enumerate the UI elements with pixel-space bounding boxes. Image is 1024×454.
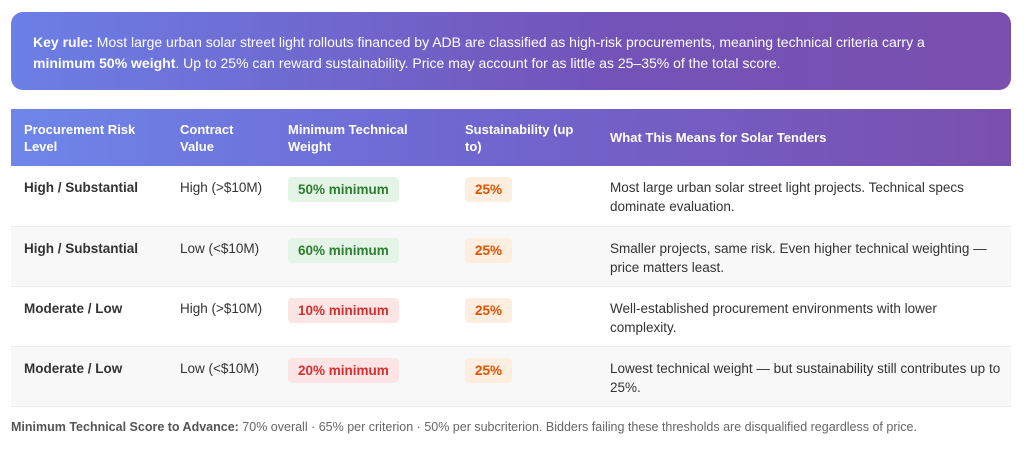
header-meaning: What This Means for Solar Tenders bbox=[610, 130, 827, 145]
callout-emphasis: minimum 50% weight bbox=[33, 55, 176, 71]
sustainability-badge: 25% bbox=[465, 357, 513, 383]
risk-level-cell: High / Substantial bbox=[11, 166, 167, 227]
contract-value-cell: Low (<$10M) bbox=[167, 346, 275, 407]
contract-value-cell: High (>$10M) bbox=[167, 286, 275, 347]
sustainability-badge: 25% bbox=[465, 237, 513, 263]
technical-weight-badge: 50% minimum bbox=[288, 177, 399, 202]
sustainability-cell: 25% bbox=[452, 286, 597, 347]
sustainability-cell: 25% bbox=[452, 226, 597, 287]
table-row: Moderate / Low High (>$10M) 10% minimum … bbox=[11, 286, 1011, 347]
risk-level-cell: Moderate / Low bbox=[11, 286, 167, 347]
meaning-cell: Smaller projects, same risk. Even higher… bbox=[597, 226, 1011, 287]
technical-weight-badge: 10% minimum bbox=[288, 297, 399, 323]
sustainability-badge: 25% bbox=[465, 177, 513, 202]
contract-value-cell: High (>$10M) bbox=[167, 166, 275, 227]
meaning-cell: Most large urban solar street light proj… bbox=[597, 166, 1011, 227]
technical-weight-cell: 20% minimum bbox=[275, 346, 452, 407]
callout-text-part2: . Up to 25% can reward sustainability. P… bbox=[175, 55, 781, 71]
footnote-label: Minimum Technical Score to Advance: bbox=[11, 420, 239, 434]
header-contract-value: Contract Value bbox=[180, 121, 234, 154]
table-row: High / Substantial High (>$10M) 50% mini… bbox=[11, 166, 1011, 227]
callout-lead: Key rule: bbox=[33, 34, 93, 50]
footnote-text: 70% overall · 65% per criterion · 50% pe… bbox=[238, 420, 917, 434]
table-row: Moderate / Low Low (<$10M) 20% minimum 2… bbox=[11, 346, 1011, 407]
risk-level-cell: High / Substantial bbox=[11, 226, 167, 287]
contract-value-cell: Low (<$10M) bbox=[167, 226, 275, 287]
header-sustainability: Sustainability (up to) bbox=[465, 121, 574, 154]
callout-text-part1: Most large urban solar street light roll… bbox=[92, 34, 925, 50]
header-min-technical-weight: Minimum Technical Weight bbox=[288, 121, 408, 154]
sustainability-badge: 25% bbox=[465, 297, 513, 323]
key-rule-callout: Key rule: Most large urban solar street … bbox=[11, 12, 1011, 90]
technical-weight-cell: 60% minimum bbox=[275, 226, 452, 287]
procurement-weight-table: Procurement Risk Level Contract Value Mi… bbox=[11, 109, 1011, 407]
table-row: High / Substantial Low (<$10M) 60% minim… bbox=[11, 226, 1011, 287]
technical-weight-badge: 60% minimum bbox=[288, 237, 399, 263]
technical-weight-cell: 50% minimum bbox=[275, 166, 452, 227]
table-header-row: Procurement Risk Level Contract Value Mi… bbox=[11, 109, 1011, 166]
risk-level-cell: Moderate / Low bbox=[11, 346, 167, 407]
meaning-cell: Well-established procurement environment… bbox=[597, 286, 1011, 347]
footnote: Minimum Technical Score to Advance: 70% … bbox=[11, 418, 1011, 436]
meaning-cell: Lowest technical weight — but sustainabi… bbox=[597, 346, 1011, 407]
technical-weight-badge: 20% minimum bbox=[288, 357, 399, 383]
sustainability-cell: 25% bbox=[452, 346, 597, 407]
header-risk-level: Procurement Risk Level bbox=[24, 121, 136, 154]
sustainability-cell: 25% bbox=[452, 166, 597, 227]
technical-weight-cell: 10% minimum bbox=[275, 286, 452, 347]
